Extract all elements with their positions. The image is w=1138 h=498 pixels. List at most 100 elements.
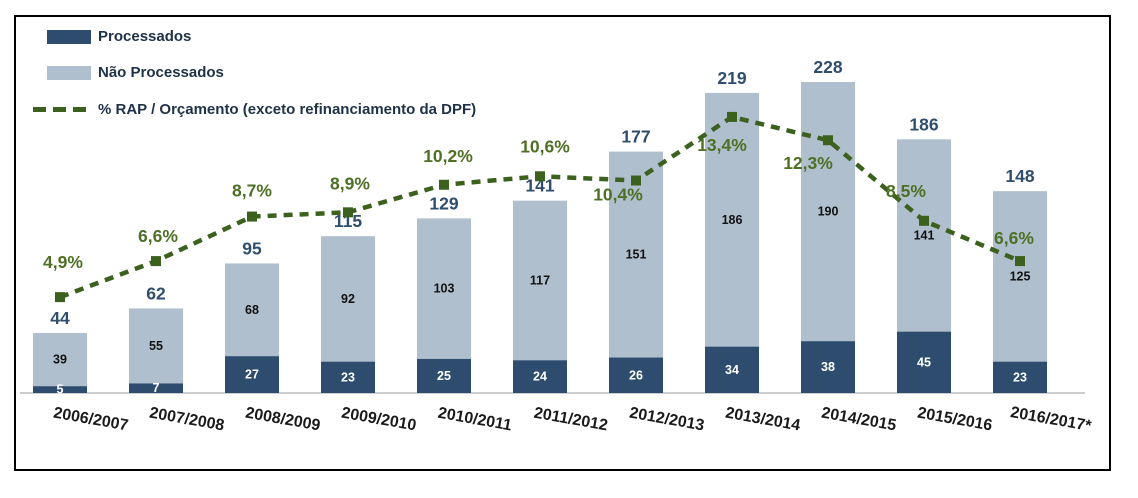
- x-axis-label-4: 2010/2011: [436, 405, 513, 435]
- x-axis-label-1: 2007/2008: [148, 405, 226, 435]
- bar-segment-nao-processados-6: [609, 151, 663, 358]
- pct-label-1: 6,6%: [138, 226, 178, 246]
- total-label-2: 95: [242, 238, 262, 258]
- nao-processados-value-label-7: 186: [722, 213, 743, 227]
- bar-segment-processados-7: [705, 346, 759, 393]
- legend-dashed-line-icon: [33, 107, 91, 112]
- total-label-6: 177: [621, 127, 650, 147]
- nao-processados-value-label-5: 117: [530, 273, 550, 287]
- pct-label-5: 10,6%: [520, 136, 570, 156]
- line-marker-2: [247, 211, 257, 222]
- line-marker-4: [439, 179, 449, 190]
- processados-value-label-5: 24: [533, 370, 547, 384]
- nao-processados-value-label-0: 39: [53, 353, 67, 367]
- bar-segment-nao-processados-1: [129, 308, 183, 384]
- x-axis-label-6: 2012/2013: [628, 405, 706, 435]
- x-axis-label-0: 2006/2007: [52, 405, 130, 435]
- legend-item-processados: Processados: [47, 28, 191, 45]
- processados-value-label-8: 38: [821, 360, 835, 374]
- legend-item-rap-line: % RAP / Orçamento (exceto refinanciament…: [33, 101, 476, 118]
- processados-value-label-10: 23: [1013, 370, 1027, 384]
- total-label-0: 44: [50, 308, 70, 328]
- x-axis-label-7: 2013/2014: [724, 405, 802, 435]
- pct-label-4: 10,2%: [423, 146, 473, 166]
- bar-segment-processados-4: [417, 358, 471, 393]
- bar-segment-nao-processados-9: [897, 139, 951, 332]
- bar-segment-processados-8: [801, 341, 855, 393]
- bar-segment-nao-processados-10: [993, 191, 1047, 362]
- total-label-8: 228: [813, 57, 842, 77]
- total-label-3: 115: [334, 211, 362, 231]
- bar-segment-processados-2: [225, 356, 279, 393]
- line-marker-1: [151, 256, 161, 267]
- bar-segment-processados-10: [993, 361, 1047, 393]
- line-marker-7: [727, 111, 737, 122]
- bar-segment-nao-processados-2: [225, 263, 279, 357]
- processados-value-label-9: 45: [917, 355, 931, 369]
- nao-processados-value-label-3: 92: [341, 292, 355, 306]
- line-marker-0: [55, 292, 65, 303]
- processados-value-label-4: 25: [437, 369, 451, 383]
- x-axis-label-8: 2014/2015: [820, 405, 898, 435]
- legend-label-processados: Processados: [98, 28, 192, 45]
- legend-swatch-processados: [47, 29, 91, 44]
- total-label-7: 219: [717, 68, 746, 88]
- line-marker-10: [1015, 256, 1025, 267]
- total-label-10: 148: [1005, 166, 1034, 186]
- total-label-1: 62: [146, 283, 166, 303]
- line-marker-9: [919, 215, 929, 226]
- x-axis-label-3: 2009/2010: [340, 405, 418, 435]
- total-label-5: 141: [525, 176, 554, 196]
- nao-processados-value-label-10: 125: [1010, 269, 1031, 283]
- bar-segment-processados-9: [897, 331, 951, 393]
- x-axis-label-10: 2016/2017*: [1009, 404, 1093, 435]
- nao-processados-value-label-2: 68: [245, 303, 259, 317]
- nao-processados-value-label-6: 151: [626, 248, 647, 262]
- bar-segment-processados-6: [609, 357, 663, 393]
- line-marker-8: [823, 135, 833, 146]
- processados-value-label-3: 23: [341, 370, 355, 384]
- legend-item-nao-processados: Não Processados: [47, 64, 224, 81]
- total-label-9: 186: [909, 114, 938, 134]
- processados-value-label-0: 5: [57, 383, 64, 397]
- processados-value-label-1: 7: [153, 381, 160, 395]
- processados-value-label-7: 34: [725, 363, 739, 377]
- nao-processados-value-label-1: 55: [149, 339, 163, 353]
- x-axis-label-9: 2015/2016: [916, 405, 994, 435]
- bar-segment-nao-processados-3: [321, 236, 375, 362]
- pct-label-9: 8,5%: [886, 181, 926, 201]
- bar-segment-nao-processados-5: [513, 200, 567, 361]
- legend-label-rap-line: % RAP / Orçamento (exceto refinanciament…: [98, 101, 477, 118]
- x-axis-label-2: 2008/2009: [244, 405, 322, 435]
- pct-label-3: 8,9%: [330, 173, 370, 193]
- bar-segment-nao-processados-0: [33, 332, 87, 387]
- pct-label-8: 12,3%: [783, 153, 833, 173]
- legend-label-nao-processados: Não Processados: [98, 64, 224, 81]
- chart-frame: [14, 15, 1111, 471]
- pct-label-0: 4,9%: [43, 252, 83, 272]
- bar-segment-nao-processados-8: [801, 82, 855, 342]
- line-marker-6: [631, 175, 641, 186]
- nao-processados-value-label-8: 190: [818, 205, 839, 219]
- pct-label-6: 10,4%: [593, 185, 643, 205]
- line-marker-3: [343, 207, 353, 218]
- total-label-4: 129: [429, 193, 458, 213]
- bar-segment-nao-processados-4: [417, 218, 471, 359]
- legend-swatch-nao-processados: [47, 65, 91, 80]
- bar-segment-nao-processados-7: [705, 92, 759, 347]
- nao-processados-value-label-4: 103: [434, 282, 455, 296]
- processados-value-label-6: 26: [629, 368, 643, 382]
- line-marker-5: [535, 171, 545, 182]
- bar-segment-processados-5: [513, 360, 567, 393]
- bar-segment-processados-3: [321, 361, 375, 393]
- processados-value-label-2: 27: [245, 368, 259, 382]
- nao-processados-value-label-9: 141: [914, 228, 935, 242]
- pct-label-7: 13,4%: [697, 135, 747, 155]
- pct-label-10: 6,6%: [994, 228, 1034, 248]
- bar-segment-processados-1: [129, 383, 183, 393]
- x-axis-label-5: 2011/2012: [532, 405, 609, 435]
- bar-segment-processados-0: [33, 386, 87, 393]
- pct-label-2: 8,7%: [232, 181, 272, 201]
